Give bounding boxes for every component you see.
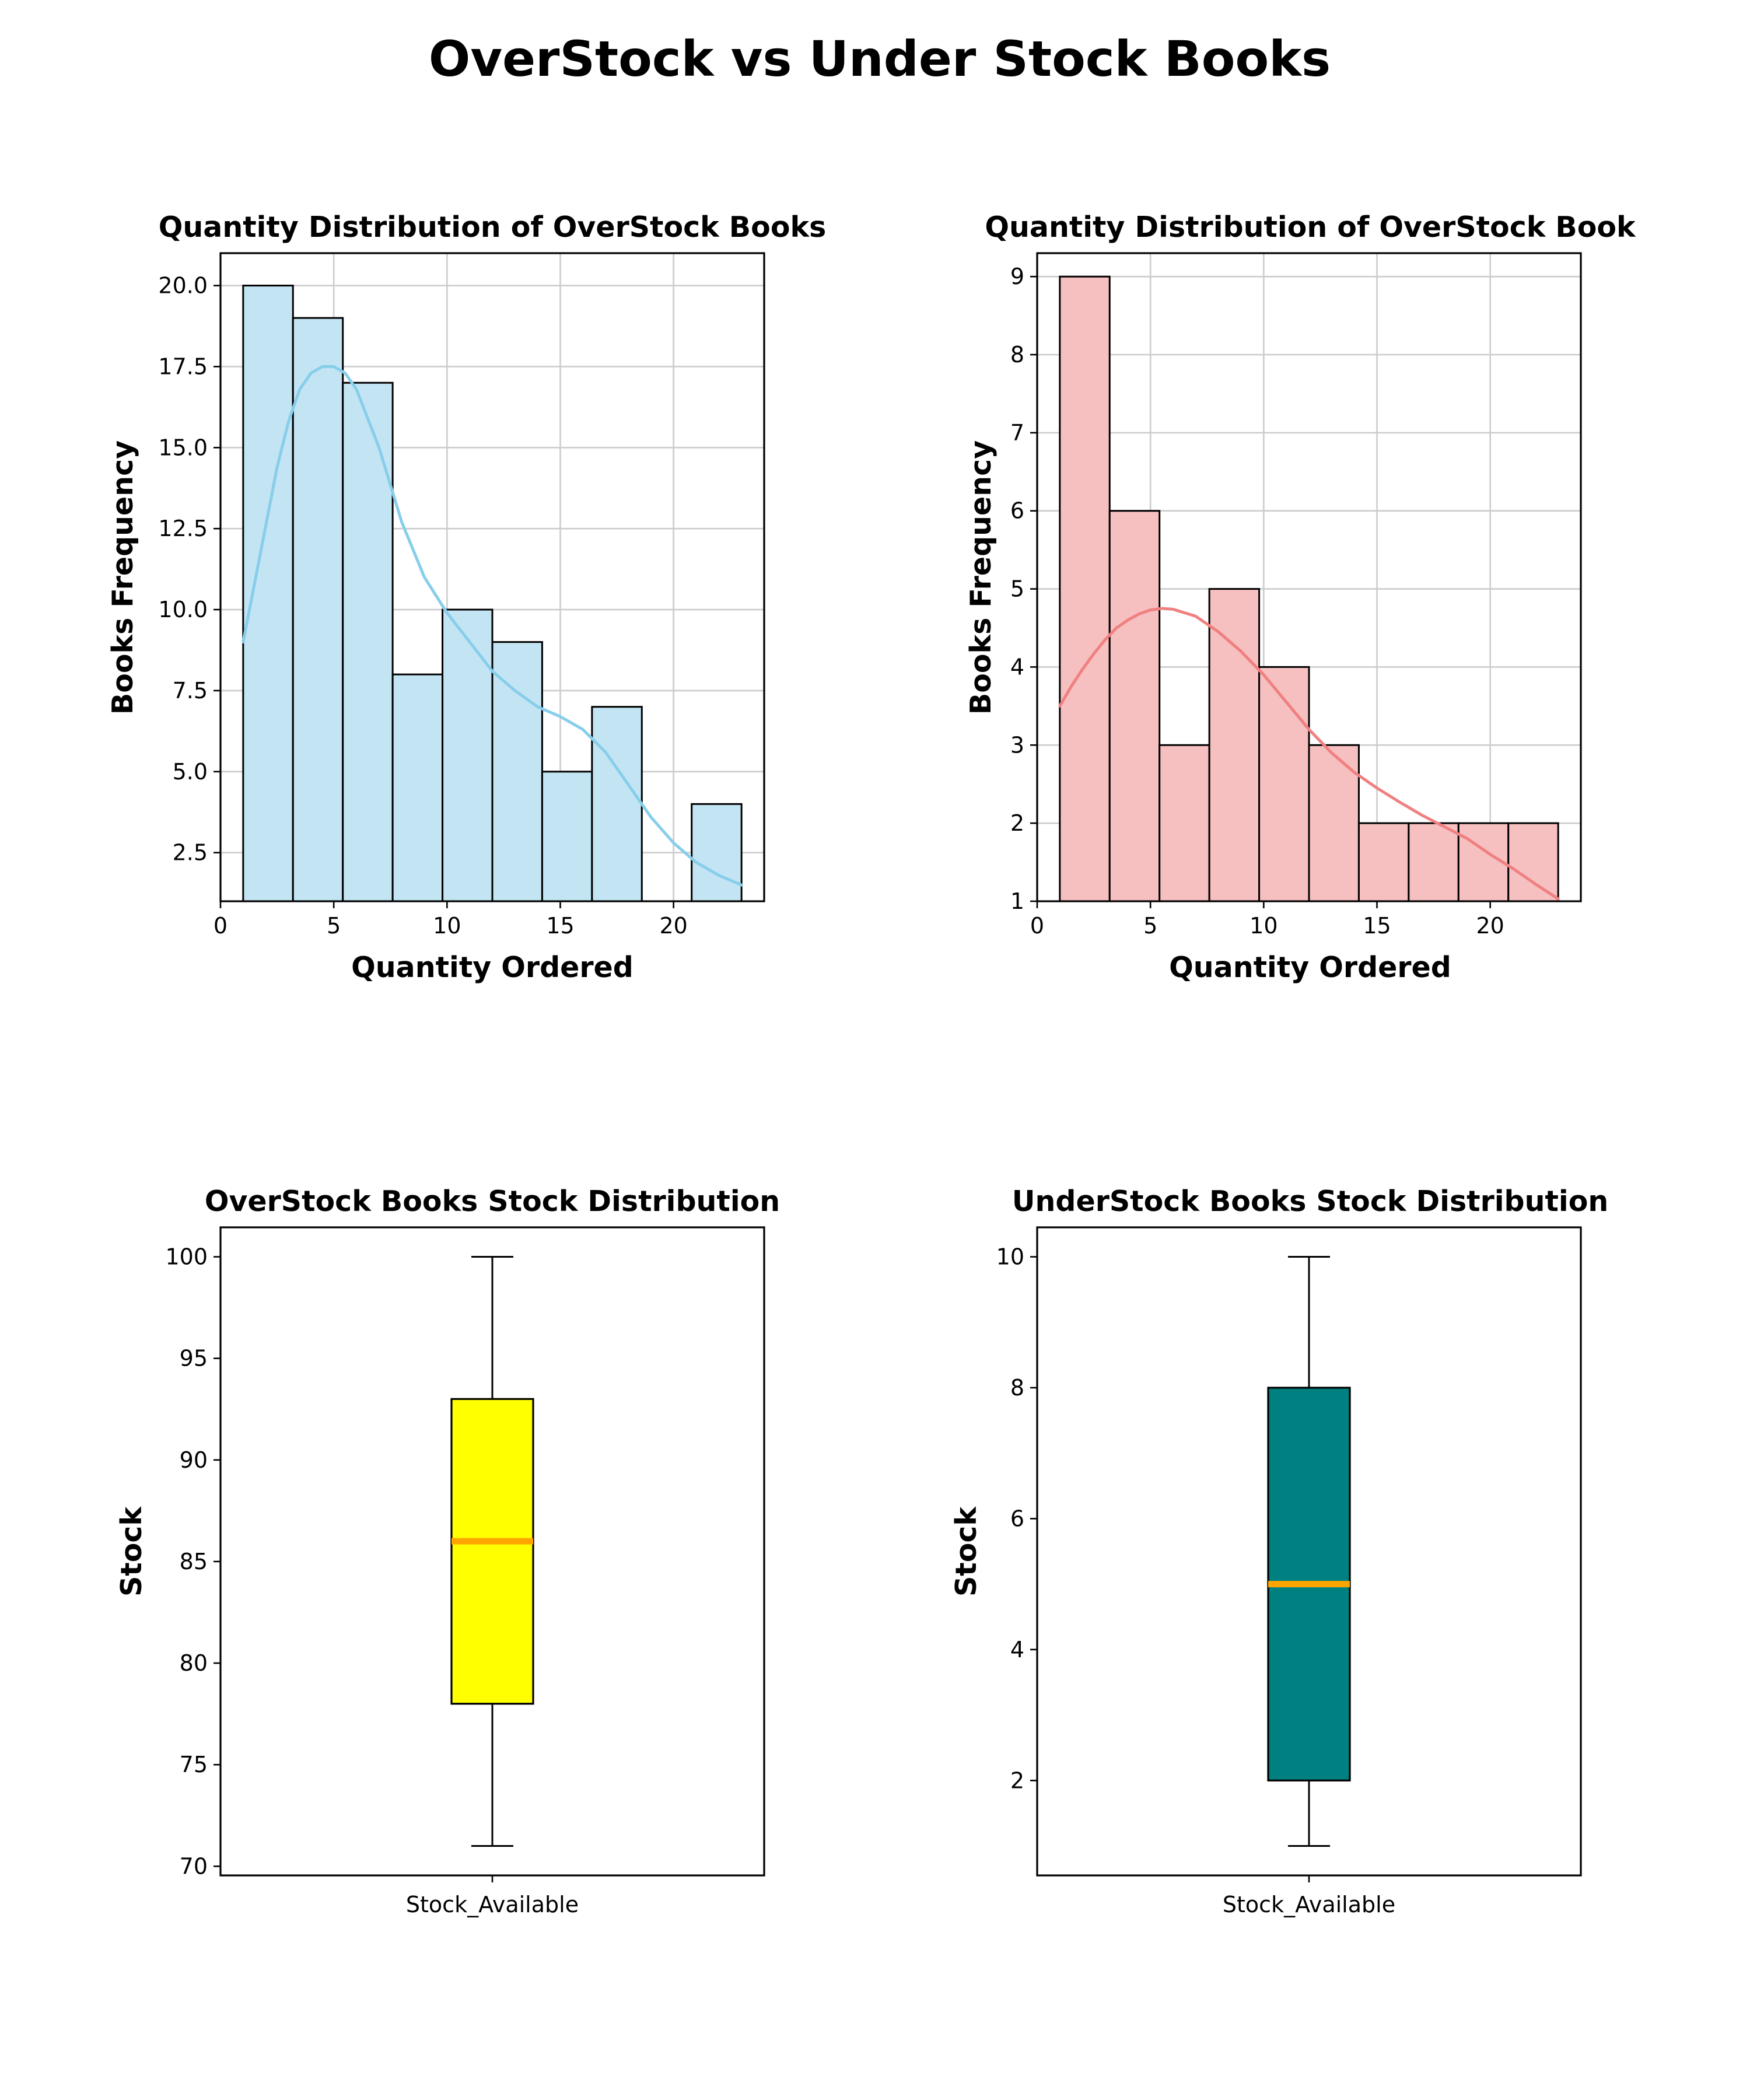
plot-area: 0 5 10 15 20 2.5 5.0 7.5 10.0 12.5 15.0 17.5 20.0 bbox=[158, 252, 765, 939]
y-tick-label: 70 bbox=[180, 1853, 208, 1879]
y-tick-label: 5.0 bbox=[173, 759, 208, 785]
histogram-bar bbox=[1108, 510, 1161, 902]
histogram-bar bbox=[242, 285, 294, 902]
iqr-box bbox=[450, 1398, 534, 1705]
plot-frame bbox=[219, 252, 765, 902]
y-tick-label: 10 bbox=[996, 1244, 1024, 1270]
plot-frame bbox=[219, 1226, 765, 1877]
histogram-bar bbox=[1208, 588, 1261, 902]
y-tick-label: 4 bbox=[1010, 654, 1024, 680]
box-overstock-panel: OverStock Books Stock Distribution Stock… bbox=[115, 1185, 780, 1917]
y-axis-label: Stock bbox=[115, 1506, 148, 1597]
y-tick-label: 8 bbox=[1010, 1375, 1024, 1401]
histogram-bar bbox=[442, 608, 494, 902]
y-tick-label: 4 bbox=[1010, 1637, 1024, 1662]
y-tick-label: 8 bbox=[1010, 342, 1024, 368]
y-tick-label: 6 bbox=[1010, 1506, 1024, 1531]
chart-title: Quantity Distribution of OverStock Books bbox=[159, 211, 826, 244]
y-tick-label: 80 bbox=[180, 1650, 208, 1676]
y-tick-label: 85 bbox=[180, 1549, 208, 1574]
x-tick-label: 5 bbox=[1143, 913, 1157, 939]
plot-area: Stock_Available 2 4 6 8 10 bbox=[996, 1226, 1582, 1917]
plot-area: Stock_Available 70 75 80 85 90 95 100 bbox=[165, 1226, 765, 1917]
y-axis-label: Books Frequency bbox=[964, 440, 998, 715]
y-tick-label: 2.5 bbox=[173, 840, 208, 866]
y-tick-label: 75 bbox=[180, 1752, 208, 1777]
y-tick-label: 3 bbox=[1010, 732, 1024, 758]
x-tick-label: 5 bbox=[327, 913, 341, 939]
plot-frame bbox=[1036, 252, 1582, 902]
y-axis-label: Stock bbox=[950, 1506, 983, 1597]
y-axis-label: Books Frequency bbox=[106, 440, 139, 715]
kde-line bbox=[1058, 607, 1560, 901]
chart-title: UnderStock Books Stock Distribution bbox=[1012, 1185, 1609, 1218]
y-tick-label: 95 bbox=[180, 1346, 208, 1371]
histogram-bar bbox=[391, 673, 444, 902]
histogram-bar bbox=[1059, 275, 1111, 902]
y-tick-label: 100 bbox=[165, 1244, 208, 1270]
y-tick-label: 17.5 bbox=[158, 354, 208, 379]
y-tick-label: 15.0 bbox=[158, 435, 208, 460]
histogram-bar bbox=[541, 771, 593, 902]
y-tick-label: 9 bbox=[1010, 264, 1024, 289]
x-tick-label: 0 bbox=[214, 913, 228, 939]
x-tick-label: 15 bbox=[1363, 913, 1391, 939]
y-tick-label: 7 bbox=[1010, 420, 1024, 446]
y-tick-label: 12.5 bbox=[158, 516, 208, 541]
y-tick-label: 7.5 bbox=[173, 678, 208, 704]
histogram-bar bbox=[691, 803, 743, 902]
x-tick-label: Stock_Available bbox=[406, 1892, 579, 1917]
x-tick-label: 20 bbox=[1476, 913, 1504, 939]
y-tick-label: 10.0 bbox=[158, 597, 208, 622]
y-tick-label: 2 bbox=[1010, 1768, 1024, 1793]
histogram-bar bbox=[1357, 822, 1410, 902]
histogram-bar bbox=[292, 317, 344, 902]
x-tick-label: 0 bbox=[1030, 913, 1044, 939]
histogram-bar bbox=[491, 641, 543, 902]
hist-overstock-panel: Quantity Distribution of OverStock Books… bbox=[106, 211, 826, 984]
x-axis-label: Quantity Ordered bbox=[1169, 951, 1451, 984]
plot-area: 0 5 10 15 20 1 2 3 4 5 6 7 8 9 bbox=[1010, 252, 1582, 939]
x-tick-label: 15 bbox=[546, 913, 574, 939]
y-tick-label: 5 bbox=[1010, 576, 1024, 602]
histogram-bar bbox=[1408, 822, 1460, 902]
x-tick-label: 20 bbox=[659, 913, 687, 939]
x-axis-label: Quantity Ordered bbox=[351, 951, 634, 984]
histogram-bar bbox=[1258, 666, 1310, 902]
x-tick-label: 10 bbox=[1250, 913, 1278, 939]
y-tick-label: 6 bbox=[1010, 498, 1024, 524]
y-tick-label: 1 bbox=[1010, 888, 1024, 914]
box-understock-panel: UnderStock Books Stock Distribution Stoc… bbox=[950, 1185, 1608, 1917]
x-tick-label: 10 bbox=[433, 913, 461, 939]
histogram-bar bbox=[1158, 744, 1210, 902]
histogram-bar bbox=[1507, 822, 1559, 902]
y-tick-label: 90 bbox=[180, 1447, 208, 1473]
y-tick-label: 2 bbox=[1010, 810, 1024, 836]
plot-frame bbox=[1036, 1226, 1582, 1877]
histogram-bar bbox=[591, 706, 643, 902]
hist-understock-panel: Quantity Distribution of OverStock Book … bbox=[964, 211, 1636, 984]
figure-title: OverStock vs Under Stock Books bbox=[429, 30, 1331, 88]
y-tick-label: 20.0 bbox=[158, 273, 208, 299]
x-tick-label: Stock_Available bbox=[1223, 1892, 1395, 1917]
kde-line bbox=[242, 365, 743, 887]
histogram-bar bbox=[342, 382, 394, 902]
chart-title: Quantity Distribution of OverStock Book bbox=[985, 211, 1636, 244]
chart-title: OverStock Books Stock Distribution bbox=[205, 1185, 780, 1218]
